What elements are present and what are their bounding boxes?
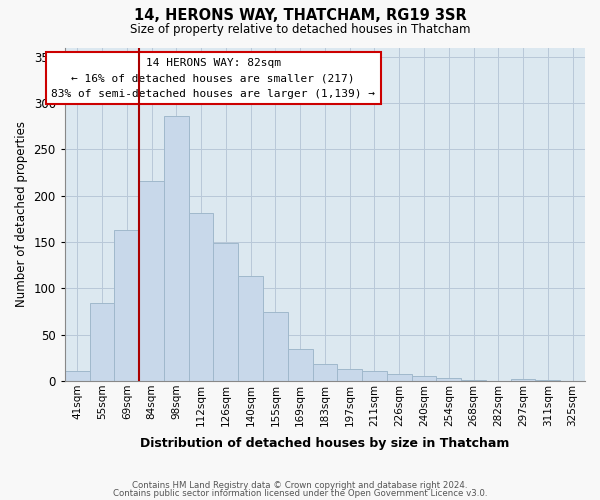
Bar [139, 181, 164, 381]
Text: 14, HERONS WAY, THATCHAM, RG19 3SR: 14, HERONS WAY, THATCHAM, RG19 3SR [134, 8, 466, 22]
Bar [412, 376, 436, 381]
Bar [89, 303, 115, 381]
Y-axis label: Number of detached properties: Number of detached properties [15, 121, 28, 307]
Bar [461, 380, 486, 381]
Text: Size of property relative to detached houses in Thatcham: Size of property relative to detached ho… [130, 22, 470, 36]
Bar [214, 243, 238, 381]
Bar [238, 276, 263, 381]
Bar [115, 230, 139, 381]
Text: Contains HM Land Registry data © Crown copyright and database right 2024.: Contains HM Land Registry data © Crown c… [132, 481, 468, 490]
Bar [164, 116, 188, 381]
Bar [288, 350, 313, 381]
Text: Contains public sector information licensed under the Open Government Licence v3: Contains public sector information licen… [113, 488, 487, 498]
Bar [313, 364, 337, 381]
Bar [188, 214, 214, 381]
Bar [65, 371, 89, 381]
Bar [511, 379, 535, 381]
Bar [535, 380, 560, 381]
Bar [436, 378, 461, 381]
Bar [263, 312, 288, 381]
X-axis label: Distribution of detached houses by size in Thatcham: Distribution of detached houses by size … [140, 437, 509, 450]
Bar [387, 374, 412, 381]
Text: 14 HERONS WAY: 82sqm
← 16% of detached houses are smaller (217)
83% of semi-deta: 14 HERONS WAY: 82sqm ← 16% of detached h… [51, 58, 375, 98]
Bar [362, 371, 387, 381]
Bar [337, 369, 362, 381]
